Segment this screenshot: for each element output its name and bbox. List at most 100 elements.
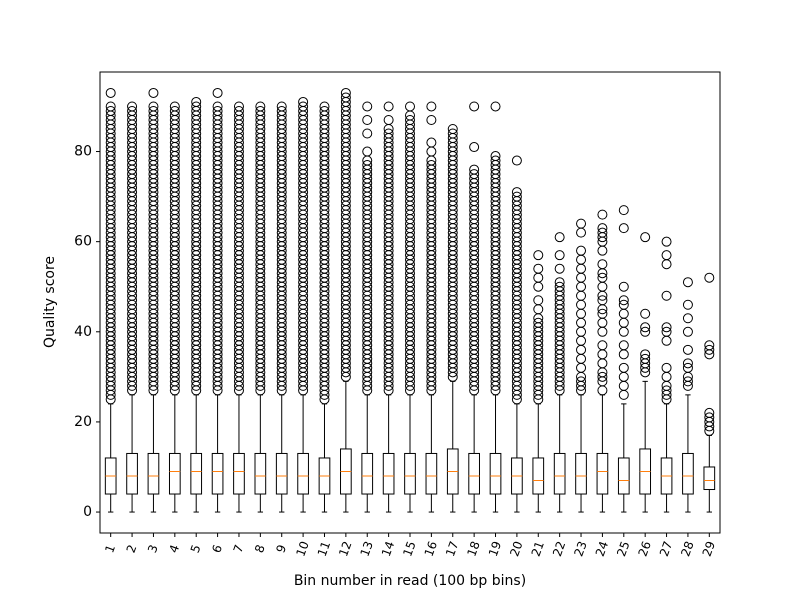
- flier: [362, 114, 373, 125]
- flier: [618, 389, 629, 400]
- flier: [362, 101, 373, 112]
- flier: [105, 101, 116, 112]
- x-tick-label: 16: [422, 539, 440, 558]
- flier: [554, 232, 565, 243]
- flier: [597, 259, 608, 270]
- flier: [105, 87, 116, 98]
- flier: [640, 353, 651, 364]
- x-tick-label: 13: [358, 539, 376, 558]
- flier: [191, 101, 202, 112]
- flier: [576, 317, 587, 328]
- flier: [233, 105, 244, 116]
- x-tick-label: 14: [379, 539, 397, 558]
- flier: [469, 101, 480, 112]
- box: [617, 457, 630, 495]
- flier: [169, 105, 180, 116]
- flier: [212, 105, 223, 116]
- x-tick-label: 29: [700, 539, 718, 558]
- flier: [426, 146, 437, 157]
- box: [382, 452, 395, 495]
- x-tick-label: 27: [657, 539, 675, 558]
- plot-frame: [99, 71, 721, 534]
- flier: [362, 128, 373, 139]
- flier: [276, 105, 287, 116]
- flier: [576, 290, 587, 301]
- flier: [704, 340, 715, 351]
- flier: [298, 101, 309, 112]
- flier: [255, 101, 266, 112]
- flier: [533, 272, 544, 283]
- flier: [576, 272, 587, 283]
- flier: [576, 263, 587, 274]
- flier: [319, 101, 330, 112]
- box: [147, 452, 160, 495]
- flier: [426, 114, 437, 125]
- flier: [511, 155, 522, 166]
- x-tick-label: 19: [486, 539, 504, 558]
- flier: [597, 272, 608, 283]
- flier: [640, 326, 651, 337]
- flier: [105, 105, 116, 116]
- flier: [597, 295, 608, 306]
- box: [404, 452, 416, 495]
- x-tick-label: 10: [293, 539, 311, 558]
- x-tick-label: 6: [209, 543, 225, 555]
- flier: [618, 362, 629, 373]
- flier: [661, 385, 672, 396]
- x-tick-label: 8: [252, 543, 268, 555]
- x-tick-label: 11: [315, 539, 333, 558]
- flier: [661, 322, 672, 333]
- flier: [554, 263, 565, 274]
- box: [489, 452, 502, 495]
- flier: [447, 128, 458, 139]
- flier: [597, 340, 608, 351]
- flier: [490, 101, 501, 112]
- flier: [618, 308, 629, 319]
- flier: [704, 412, 715, 423]
- flier: [682, 358, 693, 369]
- flier: [618, 326, 629, 337]
- flier: [682, 277, 693, 288]
- flier: [383, 101, 394, 112]
- flier: [340, 87, 351, 98]
- flier: [576, 344, 587, 355]
- x-tick-label: 7: [231, 543, 247, 555]
- flier: [533, 250, 544, 261]
- flier: [597, 326, 608, 337]
- flier: [576, 353, 587, 364]
- flier: [362, 160, 373, 171]
- flier: [640, 349, 651, 360]
- flier: [469, 164, 480, 175]
- flier: [148, 105, 159, 116]
- box: [425, 452, 438, 495]
- flier: [618, 340, 629, 351]
- x-axis-title: Bin number in read (100 bp bins): [294, 573, 526, 589]
- box: [553, 452, 566, 495]
- flier: [554, 277, 565, 288]
- flier: [148, 87, 159, 98]
- flier: [704, 344, 715, 355]
- flier: [597, 209, 608, 220]
- flier: [383, 114, 394, 125]
- flier: [576, 299, 587, 310]
- flier: [682, 313, 693, 324]
- flier: [618, 223, 629, 234]
- flier: [597, 385, 608, 396]
- box: [468, 452, 480, 495]
- x-tick-label: 18: [464, 539, 482, 558]
- flier: [597, 281, 608, 292]
- y-tick-label: 40: [74, 324, 92, 340]
- flier: [576, 254, 587, 265]
- x-tick-label: 26: [636, 539, 654, 558]
- flier: [661, 259, 672, 270]
- flier: [682, 326, 693, 337]
- y-axis-title: Quality score: [42, 256, 58, 348]
- flier: [618, 380, 629, 391]
- flier: [554, 281, 565, 292]
- flier: [533, 304, 544, 315]
- box: [233, 452, 245, 495]
- x-tick-label: 4: [166, 543, 182, 555]
- flier: [405, 114, 415, 125]
- flier: [511, 191, 522, 202]
